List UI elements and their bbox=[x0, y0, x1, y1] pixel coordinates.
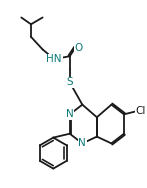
Text: S: S bbox=[66, 77, 73, 87]
Text: HN: HN bbox=[46, 54, 62, 64]
Text: O: O bbox=[74, 42, 83, 52]
Text: N: N bbox=[78, 138, 86, 148]
Text: Cl: Cl bbox=[136, 106, 146, 116]
Text: N: N bbox=[66, 109, 74, 119]
